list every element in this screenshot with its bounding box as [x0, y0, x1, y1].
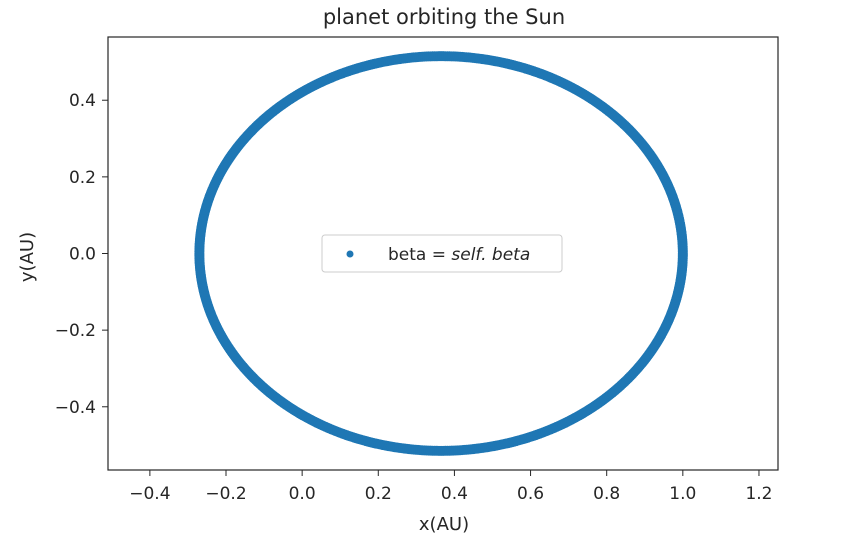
y-axis-label: y(AU) [17, 232, 38, 282]
chart-title: planet orbiting the Sun [323, 5, 565, 29]
y-axis: −0.4 −0.2 0.0 0.2 0.4 [55, 91, 108, 418]
x-tick-label: 0.8 [593, 484, 620, 504]
legend-label: beta = self. beta [388, 245, 530, 265]
x-tick-label: 1.0 [669, 484, 696, 504]
x-tick-label: −0.4 [129, 484, 170, 504]
x-tick-label: 0.4 [441, 484, 468, 504]
x-tick-label: 0.0 [289, 484, 316, 504]
legend-marker [346, 250, 354, 258]
legend: beta = self. beta [321, 234, 563, 273]
y-tick-label: −0.2 [55, 321, 96, 341]
y-tick-label: 0.2 [69, 168, 96, 188]
legend-label-plain: beta = [388, 245, 451, 265]
plot-area [194, 51, 688, 456]
x-tick-label: 1.2 [745, 484, 772, 504]
y-tick-label: 0.0 [69, 245, 96, 265]
x-axis-label: x(AU) [419, 514, 469, 535]
x-tick-label: −0.2 [205, 484, 246, 504]
orbit-point [677, 250, 688, 261]
y-tick-label: 0.4 [69, 91, 96, 111]
x-axis: −0.4 −0.2 0.0 0.2 0.4 0.6 0.8 1.0 1.2 [129, 470, 772, 504]
y-tick-label: −0.4 [55, 398, 96, 418]
x-tick-label: 0.6 [517, 484, 544, 504]
legend-box [321, 234, 563, 273]
x-tick-label: 0.2 [365, 484, 392, 504]
legend-label-italic: self. beta [451, 245, 530, 265]
